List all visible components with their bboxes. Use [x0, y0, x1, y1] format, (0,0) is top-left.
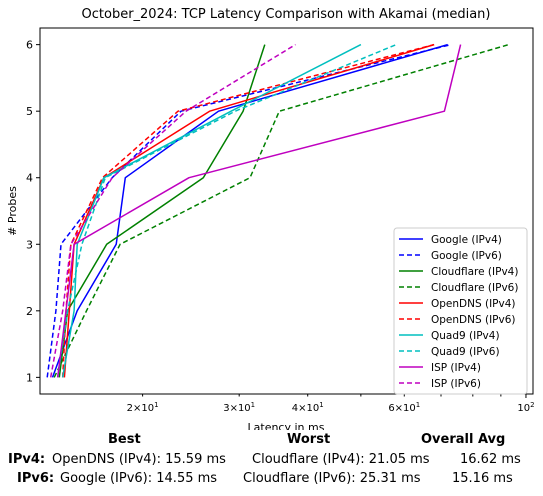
x-tick-label-100: 102 [517, 401, 534, 414]
legend-label-google-ipv6: Google (IPv6) [431, 250, 502, 262]
y-tick-label-2: 2 [26, 305, 33, 318]
series-line-opendns-ipv4 [63, 43, 435, 378]
x-tick-label-30: 3×101 [223, 401, 255, 414]
summary-row-ipv4-best: OpenDNS (IPv4): 15.59 ms [52, 452, 226, 467]
legend-label-cloudflare-ipv6: Cloudflare (IPv6) [431, 282, 518, 294]
series-line-quad9-ipv6 [56, 43, 397, 378]
series-line-quad9-ipv4 [61, 43, 362, 378]
x-tick-label-40: 4×101 [292, 401, 324, 414]
y-tick-label-5: 5 [26, 105, 33, 118]
summary-row-ipv6-label: IPv6: [17, 471, 55, 486]
summary-header-best: Best [108, 432, 141, 447]
y-tick-label-6: 6 [26, 39, 33, 52]
series-line-google-ipv4 [51, 43, 448, 378]
summary-row-ipv4-avg: 16.62 ms [460, 452, 521, 467]
legend-label-quad9-ipv6: Quad9 (IPv6) [431, 346, 500, 358]
summary-row-ipv6-avg: 15.16 ms [452, 471, 513, 486]
legend: Google (IPv4) Google (IPv6) Cloudflare (IP… [393, 227, 528, 395]
legend-label-cloudflare-ipv4: Cloudflare (IPv4) [431, 266, 518, 278]
summary-header-avg: Overall Avg [421, 432, 506, 447]
legend-label-opendns-ipv4: OpenDNS (IPv4) [431, 298, 516, 310]
legend-label-opendns-ipv6: OpenDNS (IPv6) [431, 314, 516, 326]
series-lines [46, 43, 509, 378]
legend-label-isp-ipv4: ISP (IPv4) [431, 362, 481, 374]
y-tick-label-1: 1 [26, 371, 33, 384]
y-tick-label-4: 4 [26, 172, 33, 185]
series-line-isp-ipv4 [56, 44, 462, 378]
legend-label-isp-ipv6: ISP (IPv6) [431, 378, 481, 390]
chart-title: October_2024: TCP Latency Comparison wit… [82, 7, 491, 22]
summary-row-ipv6-best: Google (IPv6): 14.55 ms [60, 471, 218, 486]
series-line-opendns-ipv6 [61, 43, 435, 378]
x-tick-label-60: 6×101 [388, 401, 420, 414]
x-tick-label-20: 2×101 [127, 401, 159, 414]
x-axis-label: Latency in ms [248, 421, 325, 430]
legend-label-quad9-ipv4: Quad9 (IPv4) [431, 330, 500, 342]
latency-chart: October_2024: TCP Latency Comparison wit… [6, 7, 535, 430]
x-axis: 102 2×101 3×101 4×101 6×101 [127, 394, 535, 414]
summary-row-ipv4-label: IPv4: [8, 452, 46, 467]
plot-frame [39, 27, 534, 395]
summary-row-ipv6-worst: Cloudflare (IPv6): 25.31 ms [243, 471, 421, 486]
y-axis: 1 2 3 4 5 6 [26, 39, 40, 384]
y-tick-label-3: 3 [26, 238, 33, 251]
y-axis-label: # Probes [6, 186, 19, 236]
legend-box [393, 227, 528, 395]
summary-header-worst: Worst [287, 432, 331, 447]
summary-table: Best Worst Overall Avg IPv4: OpenDNS (IP… [0, 430, 543, 496]
series-line-isp-ipv6 [49, 43, 296, 378]
summary-row-ipv4-worst: Cloudflare (IPv4): 21.05 ms [252, 452, 430, 467]
legend-label-google-ipv4: Google (IPv4) [431, 234, 502, 246]
